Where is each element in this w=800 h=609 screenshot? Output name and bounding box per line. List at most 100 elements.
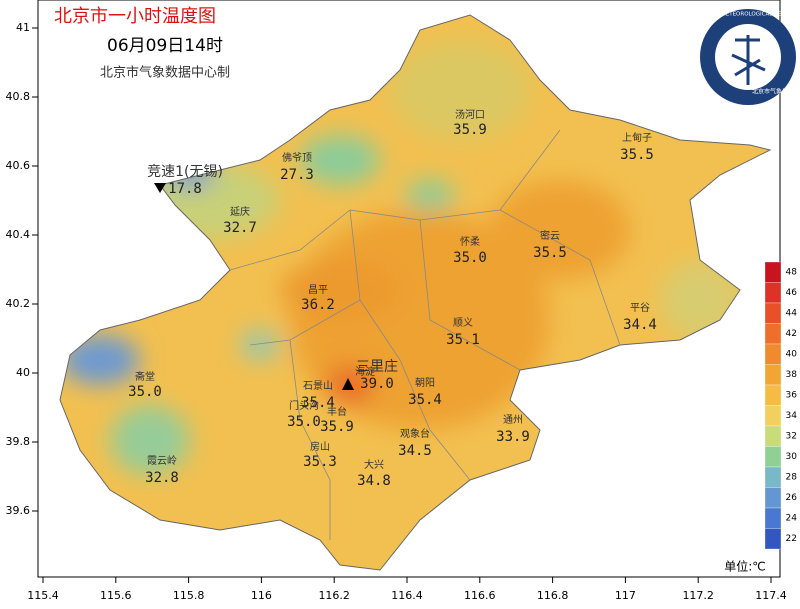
colorbar-label: 24	[786, 514, 798, 524]
colorbar-cell	[764, 446, 782, 468]
x-tick-label: 116	[251, 589, 272, 602]
x-tick-label: 116.2	[318, 589, 350, 602]
y-tick-label: 39.6	[6, 504, 31, 517]
colorbar-cell	[764, 302, 782, 324]
y-tick-label: 40.6	[6, 159, 31, 172]
station-temp: 35.5	[533, 245, 567, 261]
station-name: 丰台	[327, 405, 347, 418]
colorbar-label: 38	[786, 370, 798, 380]
station-name: 昌平	[308, 284, 328, 296]
station-name: 上甸子	[622, 131, 652, 144]
x-tick-label: 117.4	[755, 589, 787, 602]
logo-mark	[731, 35, 766, 85]
y-tick-label: 40	[16, 366, 30, 379]
station-temp: 35.9	[320, 419, 354, 435]
time: 06月09日14时	[107, 36, 223, 56]
colorbar-cell	[764, 323, 782, 345]
colorbar-cell	[764, 507, 782, 529]
colorbar-cell	[764, 364, 782, 386]
colorbar-label: 32	[786, 432, 797, 442]
x-tick-label: 117.2	[682, 589, 714, 602]
colorbar-label: 46	[786, 288, 798, 298]
colorbar-cell	[764, 384, 782, 406]
x-tick-label: 115.8	[173, 589, 205, 602]
district-lines	[229, 129, 621, 540]
colorbar-label: 44	[786, 309, 798, 319]
station-temp: 36.2	[301, 297, 335, 313]
station-name: 观象台	[400, 427, 430, 440]
station-name: 平谷	[630, 302, 650, 314]
colorbar-label: 22	[786, 534, 797, 544]
x-tick-label: 116.6	[464, 589, 496, 602]
station-name: 密云	[540, 229, 560, 242]
station-name: 石景山	[303, 380, 333, 392]
boundary	[59, 14, 772, 571]
colorbar-label: 48	[786, 268, 798, 278]
station-name: 延庆	[230, 205, 250, 218]
x-tick-label: 116.8	[537, 589, 569, 602]
y-tick-label: 41	[16, 21, 30, 34]
station-name: 海淀	[355, 365, 375, 378]
station-marker	[154, 183, 166, 193]
x-tick-label: 115.6	[100, 589, 132, 602]
colorbar-cell	[764, 282, 782, 304]
colorbar-cell	[764, 261, 782, 283]
station-name: 大兴	[364, 458, 384, 471]
x-tick-label: 117	[615, 589, 636, 602]
colorbar-label: 30	[786, 452, 798, 462]
station-name: 佛爷顶	[282, 151, 312, 164]
station-temp: 35.0	[287, 414, 321, 430]
colorbar-label: 36	[786, 391, 798, 401]
colorbar-label: 28	[786, 473, 798, 483]
station-name: 汤河口	[455, 108, 485, 121]
station-temp: 39.0	[360, 376, 394, 392]
station-name: 怀柔	[460, 236, 480, 248]
x-tick-label: 115.4	[27, 589, 59, 602]
station-name: 三里庄	[356, 358, 398, 375]
y-tick-label: 40.4	[6, 228, 31, 241]
station-temp: 27.3	[280, 167, 314, 183]
colorbar-cell	[764, 343, 782, 365]
colorbar-cell	[764, 466, 782, 488]
station-temp: 35.0	[128, 384, 162, 400]
station-name: 房山	[310, 440, 330, 453]
colorbar-cell	[764, 528, 782, 550]
station-name: 顺义	[453, 317, 473, 329]
colorbar-label: 40	[786, 350, 798, 360]
logo-name: 北京市气象局	[752, 88, 788, 96]
station-temp: 34.4	[623, 317, 657, 333]
colorbar-label: 42	[786, 329, 797, 339]
station-name: 门头沟	[289, 399, 319, 412]
station-temp: 34.5	[398, 443, 432, 459]
station-name: 通州	[503, 414, 523, 426]
station-name: 斋堂	[135, 370, 155, 383]
title: 北京市一小时温度图	[54, 6, 216, 27]
x-tick-label: 116.4	[391, 589, 423, 602]
station-marker	[342, 378, 354, 390]
logo-text: BEIJING METEOROLOGICAL SERVICE	[699, 12, 798, 18]
station-name: 霞云岭	[147, 454, 177, 467]
station-temp: 35.3	[303, 454, 337, 470]
station-temp: 35.5	[620, 147, 654, 163]
colorbar-cell	[764, 405, 782, 427]
station-temp: 32.7	[223, 220, 257, 236]
logo: BEIJING METEOROLOGICAL SERVICE 北京市气象局	[699, 9, 798, 105]
station-temp: 35.9	[453, 122, 487, 138]
station-temp: 35.1	[446, 332, 480, 348]
y-tick-label: 39.8	[6, 435, 31, 448]
colorbar-label: 26	[786, 493, 798, 503]
y-tick-label: 40.2	[6, 297, 31, 310]
station-temp: 33.9	[496, 429, 530, 445]
y-tick-label: 40.8	[6, 90, 31, 103]
colorbar-cell	[764, 487, 782, 509]
producer: 北京市气象数据中心制	[100, 65, 230, 81]
unit-label: 单位:℃	[724, 559, 766, 574]
station-temp: 17.8	[168, 181, 202, 197]
station-temp: 32.8	[145, 470, 179, 486]
station-name: 竞速1(无锡)	[147, 163, 223, 180]
station-name: 朝阳	[415, 377, 435, 389]
colorbar-cell	[764, 425, 782, 447]
station-temp: 35.0	[453, 250, 487, 266]
colorbar-label: 34	[786, 411, 798, 421]
